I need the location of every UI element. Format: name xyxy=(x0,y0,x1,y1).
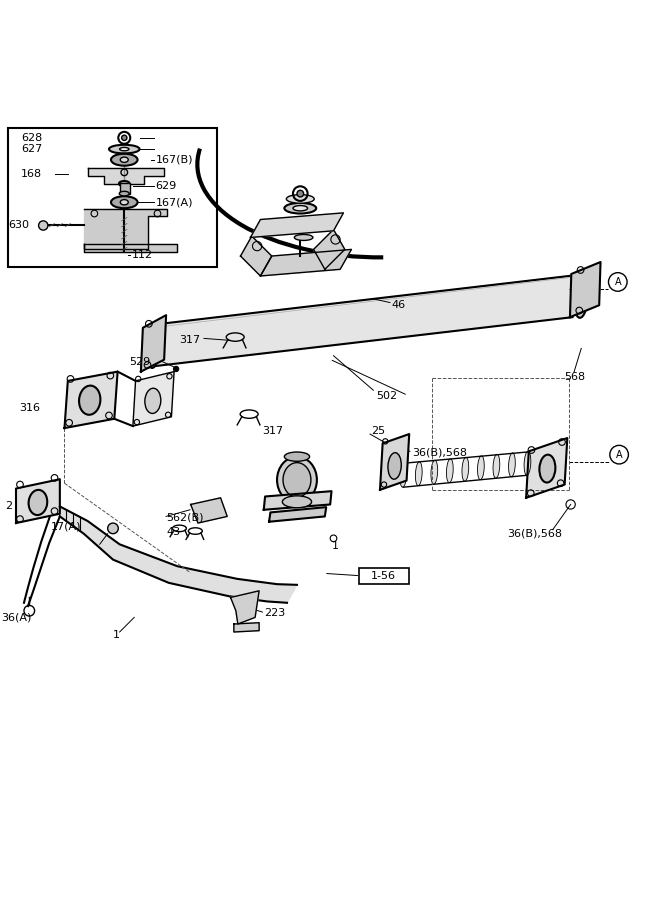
Ellipse shape xyxy=(283,463,311,497)
Polygon shape xyxy=(380,434,410,490)
Text: 223: 223 xyxy=(263,608,285,617)
Circle shape xyxy=(39,220,48,230)
Text: 36(B),568: 36(B),568 xyxy=(412,447,467,458)
Ellipse shape xyxy=(416,462,422,486)
Ellipse shape xyxy=(282,496,311,508)
Polygon shape xyxy=(526,438,568,498)
Polygon shape xyxy=(241,236,271,276)
Ellipse shape xyxy=(478,455,484,480)
Text: 36(A): 36(A) xyxy=(1,612,32,623)
Ellipse shape xyxy=(146,326,159,368)
Polygon shape xyxy=(234,623,259,632)
Text: A: A xyxy=(614,277,621,287)
Text: 316: 316 xyxy=(19,403,40,413)
Text: 17(A): 17(A) xyxy=(51,521,81,531)
Text: 1: 1 xyxy=(332,541,340,551)
Text: 562(B): 562(B) xyxy=(166,513,203,523)
Ellipse shape xyxy=(119,148,129,151)
Polygon shape xyxy=(313,230,345,269)
Text: A: A xyxy=(616,450,622,460)
Text: 2: 2 xyxy=(5,501,12,511)
Ellipse shape xyxy=(400,464,407,487)
Ellipse shape xyxy=(540,454,556,482)
Circle shape xyxy=(121,135,127,140)
Ellipse shape xyxy=(284,452,309,462)
Ellipse shape xyxy=(111,154,137,166)
Text: 628: 628 xyxy=(21,133,43,143)
Circle shape xyxy=(173,366,179,372)
Text: 317: 317 xyxy=(179,336,201,346)
Text: 36(B),568: 36(B),568 xyxy=(508,528,562,538)
Polygon shape xyxy=(16,479,60,523)
Polygon shape xyxy=(85,209,167,249)
Text: 630: 630 xyxy=(8,220,29,230)
Ellipse shape xyxy=(431,460,438,484)
Ellipse shape xyxy=(79,385,101,415)
Polygon shape xyxy=(88,168,164,184)
Polygon shape xyxy=(570,262,600,317)
Ellipse shape xyxy=(277,456,317,503)
Ellipse shape xyxy=(446,459,453,482)
Ellipse shape xyxy=(286,194,314,203)
Bar xyxy=(119,183,129,194)
Text: 167(B): 167(B) xyxy=(155,155,193,165)
Bar xyxy=(359,568,409,584)
Polygon shape xyxy=(260,249,352,276)
Ellipse shape xyxy=(462,457,469,482)
Polygon shape xyxy=(85,244,177,252)
Text: 168: 168 xyxy=(21,168,43,179)
Circle shape xyxy=(297,190,303,197)
Text: 502: 502 xyxy=(377,391,398,401)
Ellipse shape xyxy=(508,453,516,477)
Ellipse shape xyxy=(111,196,137,208)
Ellipse shape xyxy=(119,181,129,186)
Ellipse shape xyxy=(120,200,128,205)
Ellipse shape xyxy=(145,388,161,413)
Text: 1-56: 1-56 xyxy=(371,571,396,580)
Text: 46: 46 xyxy=(392,301,406,310)
Polygon shape xyxy=(269,507,326,522)
Text: 568: 568 xyxy=(565,372,586,382)
Bar xyxy=(8,128,217,267)
Text: 1: 1 xyxy=(113,630,120,640)
Polygon shape xyxy=(141,315,166,372)
Circle shape xyxy=(107,523,118,534)
Polygon shape xyxy=(263,491,331,509)
Text: 25: 25 xyxy=(371,427,385,436)
Ellipse shape xyxy=(284,202,316,213)
Text: 317: 317 xyxy=(261,427,283,436)
Text: 627: 627 xyxy=(21,144,43,154)
Ellipse shape xyxy=(493,454,500,478)
Ellipse shape xyxy=(120,158,128,162)
Polygon shape xyxy=(191,498,227,523)
Polygon shape xyxy=(147,274,586,367)
Polygon shape xyxy=(251,213,344,238)
Ellipse shape xyxy=(294,235,313,240)
Text: 112: 112 xyxy=(131,249,153,260)
Text: 167(A): 167(A) xyxy=(155,197,193,207)
Text: 529: 529 xyxy=(129,357,150,367)
Ellipse shape xyxy=(388,453,402,479)
Ellipse shape xyxy=(109,145,139,153)
Text: 629: 629 xyxy=(155,181,177,191)
Polygon shape xyxy=(231,590,259,624)
Ellipse shape xyxy=(29,490,47,515)
Ellipse shape xyxy=(573,274,588,318)
Ellipse shape xyxy=(293,205,307,211)
Polygon shape xyxy=(65,372,117,428)
Polygon shape xyxy=(60,507,297,603)
Ellipse shape xyxy=(119,192,129,196)
Polygon shape xyxy=(133,372,174,426)
Ellipse shape xyxy=(524,451,531,475)
Text: 43: 43 xyxy=(166,527,180,537)
